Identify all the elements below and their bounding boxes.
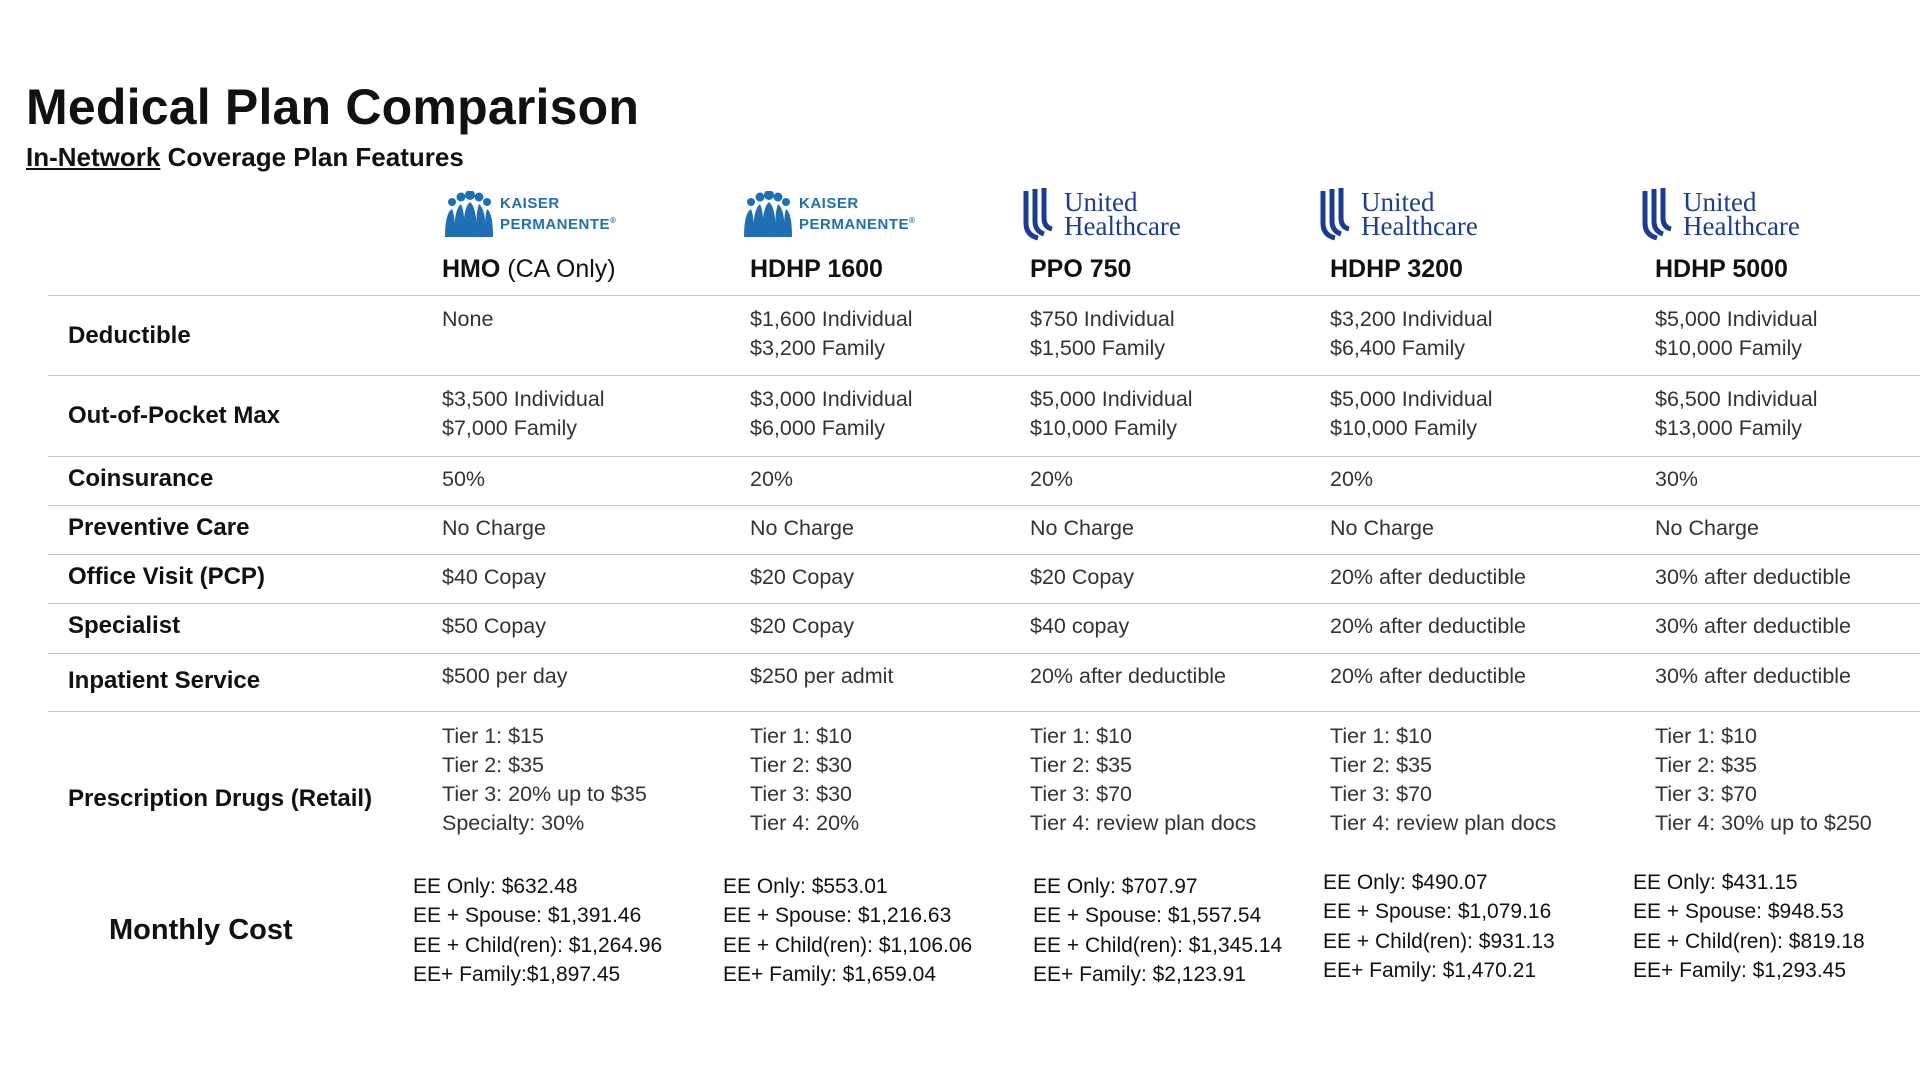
kaiser-people-icon	[445, 191, 493, 237]
cell-specialist-hdhp3200: 20% after deductible	[1330, 614, 1527, 638]
row-label-inpatient-service: Inpatient Service	[68, 667, 261, 694]
cell-office-visit-hmo: $40 Copay	[442, 565, 546, 589]
cell-inpatient-hmo: $500 per day	[442, 664, 568, 688]
kaiser-line1: KAISER	[500, 195, 560, 212]
page-title: Medical Plan Comparison	[26, 79, 640, 135]
uhc-line1: United	[1683, 187, 1757, 217]
row-divider	[48, 295, 1920, 296]
cell-office-visit-hdhp1600: $20 Copay	[750, 565, 854, 589]
cell-deductible-hdhp1600: $1,600 Individual $3,200 Family	[750, 307, 913, 360]
united-healthcare-logo-3: United Healthcare	[1641, 184, 1800, 244]
row-label-coinsurance: Coinsurance	[68, 465, 214, 492]
uhc-line1: United	[1064, 187, 1138, 217]
cell-preventive-hdhp5000: No Charge	[1655, 516, 1759, 540]
row-label-deductible: Deductible	[68, 322, 191, 349]
cell-rx-hdhp5000: Tier 1: $10 Tier 2: $35 Tier 3: $70 Tier 4:…	[1655, 724, 1872, 835]
monthly-cost-label: Monthly Cost	[109, 914, 293, 946]
kaiser-registered-mark: ®	[610, 216, 617, 225]
cell-office-visit-hdhp5000: 30% after deductible	[1655, 565, 1852, 589]
cell-office-visit-ppo750: $20 Copay	[1030, 565, 1134, 589]
cell-coinsurance-hdhp3200: 20%	[1330, 467, 1374, 491]
plan-name-hdhp-1600: HDHP 1600	[750, 255, 883, 283]
cell-inpatient-hdhp5000: 30% after deductible	[1655, 664, 1852, 688]
cell-inpatient-ppo750: 20% after deductible	[1030, 664, 1227, 688]
united-healthcare-logo-2: United Healthcare	[1319, 184, 1478, 244]
row-divider	[48, 375, 1920, 376]
row-divider	[48, 653, 1920, 654]
cell-rx-ppo750: Tier 1: $10 Tier 2: $35 Tier 3: $70 Tier 4:…	[1030, 724, 1257, 835]
cell-oop-hdhp1600: $3,000 Individual $6,000 Family	[750, 387, 913, 440]
row-label-out-of-pocket-max: Out-of-Pocket Max	[68, 402, 281, 429]
kaiser-line1: KAISER	[799, 195, 859, 212]
cell-coinsurance-ppo750: 20%	[1030, 467, 1074, 491]
row-label-prescription-drugs: Prescription Drugs (Retail)	[68, 785, 373, 812]
page-subtitle: In-Network Coverage Plan Features	[26, 142, 464, 173]
uhc-line2: Healthcare	[1361, 211, 1478, 241]
cell-coinsurance-hmo: 50%	[442, 467, 486, 491]
row-divider	[48, 456, 1920, 457]
kaiser-permanente-logo: KAISER PERMANENTE®	[442, 184, 616, 244]
plan-name-hdhp-3200: HDHP 3200	[1330, 255, 1463, 283]
cell-inpatient-hdhp3200: 20% after deductible	[1330, 664, 1527, 688]
cell-oop-hdhp3200: $5,000 Individual $10,000 Family	[1330, 387, 1493, 440]
uhc-line2: Healthcare	[1064, 211, 1181, 241]
monthly-cost-ppo750: EE Only: $707.97 EE + Spouse: $1,557.54 EE…	[1033, 875, 1283, 986]
cell-oop-ppo750: $5,000 Individual $10,000 Family	[1030, 387, 1193, 440]
cell-oop-hmo: $3,500 Individual $7,000 Family	[442, 387, 605, 440]
uhc-arcs-icon	[1642, 188, 1672, 241]
cell-deductible-hdhp5000: $5,000 Individual $10,000 Family	[1655, 307, 1818, 360]
uhc-arcs-icon	[1320, 188, 1350, 241]
kaiser-people-icon	[744, 191, 792, 237]
row-divider	[48, 505, 1920, 506]
kaiser-permanente-logo-2: KAISER PERMANENTE®	[741, 184, 915, 244]
cell-specialist-ppo750: $40 copay	[1030, 614, 1130, 638]
row-label-specialist: Specialist	[68, 612, 181, 639]
kaiser-line2: PERMANENTE	[799, 216, 910, 233]
cell-rx-hdhp1600: Tier 1: $10 Tier 2: $30 Tier 3: $30 Tier 4:…	[750, 724, 860, 835]
cell-preventive-ppo750: No Charge	[1030, 516, 1134, 540]
monthly-cost-hdhp5000: EE Only: $431.15 EE + Spouse: $948.53 EE +…	[1633, 871, 1865, 982]
cell-preventive-hdhp1600: No Charge	[750, 516, 854, 540]
subtitle-rest: Coverage Plan Features	[160, 142, 464, 172]
cell-specialist-hmo: $50 Copay	[442, 614, 546, 638]
cell-inpatient-hdhp1600: $250 per admit	[750, 664, 894, 688]
cell-preventive-hdhp3200: No Charge	[1330, 516, 1434, 540]
cell-office-visit-hdhp3200: 20% after deductible	[1330, 565, 1527, 589]
cell-preventive-hmo: No Charge	[442, 516, 546, 540]
row-divider	[48, 603, 1920, 604]
kaiser-registered-mark: ®	[909, 216, 916, 225]
row-label-office-visit: Office Visit (PCP)	[68, 563, 265, 590]
cell-specialist-hdhp1600: $20 Copay	[750, 614, 854, 638]
cell-coinsurance-hdhp1600: 20%	[750, 467, 794, 491]
plan-name-ppo-750: PPO 750	[1030, 255, 1132, 283]
monthly-cost-hdhp1600: EE Only: $553.01 EE + Spouse: $1,216.63 EE…	[723, 875, 973, 986]
monthly-cost-hdhp3200: EE Only: $490.07 EE + Spouse: $1,079.16 EE…	[1323, 871, 1555, 982]
plan-name-hmo: HMO (CA Only)	[442, 255, 616, 283]
kaiser-line2: PERMANENTE	[500, 216, 611, 233]
cell-coinsurance-hdhp5000: 30%	[1655, 467, 1699, 491]
monthly-cost-hmo: EE Only: $632.48 EE + Spouse: $1,391.46 EE…	[413, 875, 663, 986]
cell-specialist-hdhp5000: 30% after deductible	[1655, 614, 1852, 638]
uhc-line1: United	[1361, 187, 1435, 217]
row-label-preventive-care: Preventive Care	[68, 514, 250, 541]
row-divider	[48, 554, 1920, 555]
cell-rx-hmo: Tier 1: $15 Tier 2: $35 Tier 3: 20% up to …	[442, 724, 647, 835]
cell-rx-hdhp3200: Tier 1: $10 Tier 2: $35 Tier 3: $70 Tier 4:…	[1330, 724, 1557, 835]
cell-oop-hdhp5000: $6,500 Individual $13,000 Family	[1655, 387, 1818, 440]
uhc-line2: Healthcare	[1683, 211, 1800, 241]
row-divider	[48, 711, 1920, 712]
cell-deductible-hmo: None	[442, 307, 494, 331]
cell-deductible-hdhp3200: $3,200 Individual $6,400 Family	[1330, 307, 1493, 360]
united-healthcare-logo: United Healthcare	[1022, 184, 1181, 244]
uhc-arcs-icon	[1023, 188, 1053, 241]
cell-deductible-ppo750: $750 Individual $1,500 Family	[1030, 307, 1175, 360]
plan-name-hdhp-5000: HDHP 5000	[1655, 255, 1788, 283]
subtitle-in-network: In-Network	[26, 142, 161, 172]
